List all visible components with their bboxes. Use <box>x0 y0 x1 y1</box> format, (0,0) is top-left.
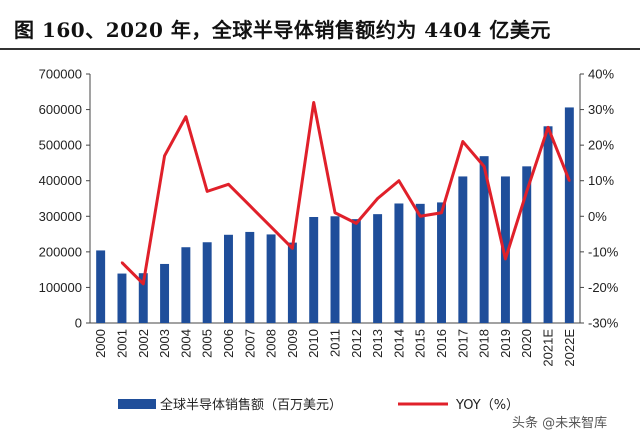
category-label: 2020 <box>519 329 534 358</box>
category-label: 2012 <box>349 329 364 358</box>
yoy-point <box>205 190 209 193</box>
bar <box>458 176 468 323</box>
left-tick-label: 100000 <box>39 280 82 295</box>
category-label: 2006 <box>221 329 236 358</box>
yoy-point <box>291 247 294 250</box>
bar <box>543 126 553 323</box>
yoy-point <box>120 261 124 264</box>
left-axis-ticks: 0 100000 200000 300000 400000 500000 600000 700… <box>39 67 90 331</box>
page-title: 图 160、2020 年，全球半导体销售额约为 4404 亿美元 <box>14 18 551 42</box>
bar <box>479 156 489 323</box>
legend-line-label: YOY（%） <box>455 398 519 413</box>
yoy-point <box>546 126 550 129</box>
yoy-point <box>419 215 422 218</box>
bar <box>160 263 170 323</box>
yoy-point <box>227 183 230 186</box>
category-label: 2005 <box>200 329 215 358</box>
yoy-point <box>333 211 337 214</box>
bar <box>500 176 510 323</box>
category-label: 2021E <box>541 329 556 367</box>
right-tick-label: -30% <box>588 316 619 331</box>
category-label: 2017 <box>455 329 470 358</box>
left-tick-label: 500000 <box>39 138 82 153</box>
category-label: 2014 <box>391 329 406 358</box>
category-label: 2002 <box>136 329 151 358</box>
yoy-line-series <box>120 100 571 286</box>
yoy-point <box>482 165 486 168</box>
legend-bar-label: 全球半导体销售额（百万美元） <box>160 397 342 413</box>
category-label: 2000 <box>93 329 108 358</box>
right-tick-label: 20% <box>588 138 614 153</box>
left-tick-label: 400000 <box>39 173 82 188</box>
yoy-point <box>184 115 188 118</box>
bar <box>351 219 361 323</box>
category-label: 2022E <box>562 329 577 367</box>
bar <box>522 166 532 323</box>
category-label: 2011 <box>328 329 343 357</box>
category-label: 2007 <box>242 329 257 358</box>
bar <box>309 216 319 323</box>
watermark: 头条 @未来智库 <box>512 416 608 431</box>
category-label: 2015 <box>413 329 428 358</box>
left-tick-label: 300000 <box>39 209 82 224</box>
bar <box>415 203 425 323</box>
bar-series <box>96 107 574 324</box>
category-label: 2001 <box>114 329 129 358</box>
bar <box>245 231 255 323</box>
yoy-point <box>461 140 465 143</box>
left-tick-label: 0 <box>75 316 82 331</box>
right-tick-label: -20% <box>588 280 619 295</box>
category-label: 2018 <box>477 329 492 358</box>
right-tick-label: -10% <box>588 244 619 259</box>
bar <box>373 214 383 323</box>
yoy-point <box>440 211 443 214</box>
yoy-point <box>376 197 379 200</box>
category-label: 2009 <box>285 329 300 358</box>
category-labels: 2000 2001 2002 2003 2004 2005 2006 2007 2008 2009… <box>93 329 577 367</box>
bar <box>564 107 574 324</box>
category-label: 2004 <box>178 329 193 358</box>
bar <box>117 273 127 323</box>
bar <box>266 234 276 323</box>
bar <box>394 203 404 323</box>
right-tick-label: 30% <box>588 102 614 117</box>
right-axis-ticks: -30% -20% -10% 0% 10% 20% 30% 40% <box>580 67 619 331</box>
legend: 全球半导体销售额（百万美元） YOY（%） <box>118 397 519 413</box>
yoy-point <box>269 225 273 229</box>
bar <box>96 250 106 323</box>
left-tick-label: 200000 <box>39 244 82 259</box>
category-label: 2008 <box>264 329 279 358</box>
yoy-point <box>568 179 571 182</box>
yoy-point <box>525 190 528 193</box>
yoy-line <box>120 100 571 286</box>
yoy-point <box>397 179 401 182</box>
category-label: 2010 <box>306 329 321 358</box>
bar <box>138 273 148 323</box>
bar <box>330 216 340 323</box>
bar <box>181 247 191 323</box>
bar <box>437 202 446 323</box>
left-tick-label: 600000 <box>39 102 82 117</box>
yoy-point <box>163 154 166 158</box>
category-label: 2013 <box>370 329 385 358</box>
yoy-point <box>248 204 251 207</box>
bar <box>287 242 297 323</box>
legend-bar-swatch <box>118 399 156 409</box>
yoy-point <box>142 282 145 286</box>
bar <box>202 242 212 323</box>
left-tick-label: 700000 <box>39 67 82 82</box>
yoy-point <box>312 101 315 104</box>
category-label: 2019 <box>498 329 513 358</box>
yoy-point <box>355 222 358 225</box>
yoy-point <box>504 257 507 261</box>
bar <box>224 234 233 323</box>
right-tick-label: 10% <box>588 173 614 188</box>
category-label: 2003 <box>157 329 172 358</box>
right-tick-label: 0% <box>588 209 607 224</box>
category-label: 2016 <box>434 329 449 358</box>
title-divider <box>0 48 640 50</box>
right-tick-label: 40% <box>588 67 614 82</box>
